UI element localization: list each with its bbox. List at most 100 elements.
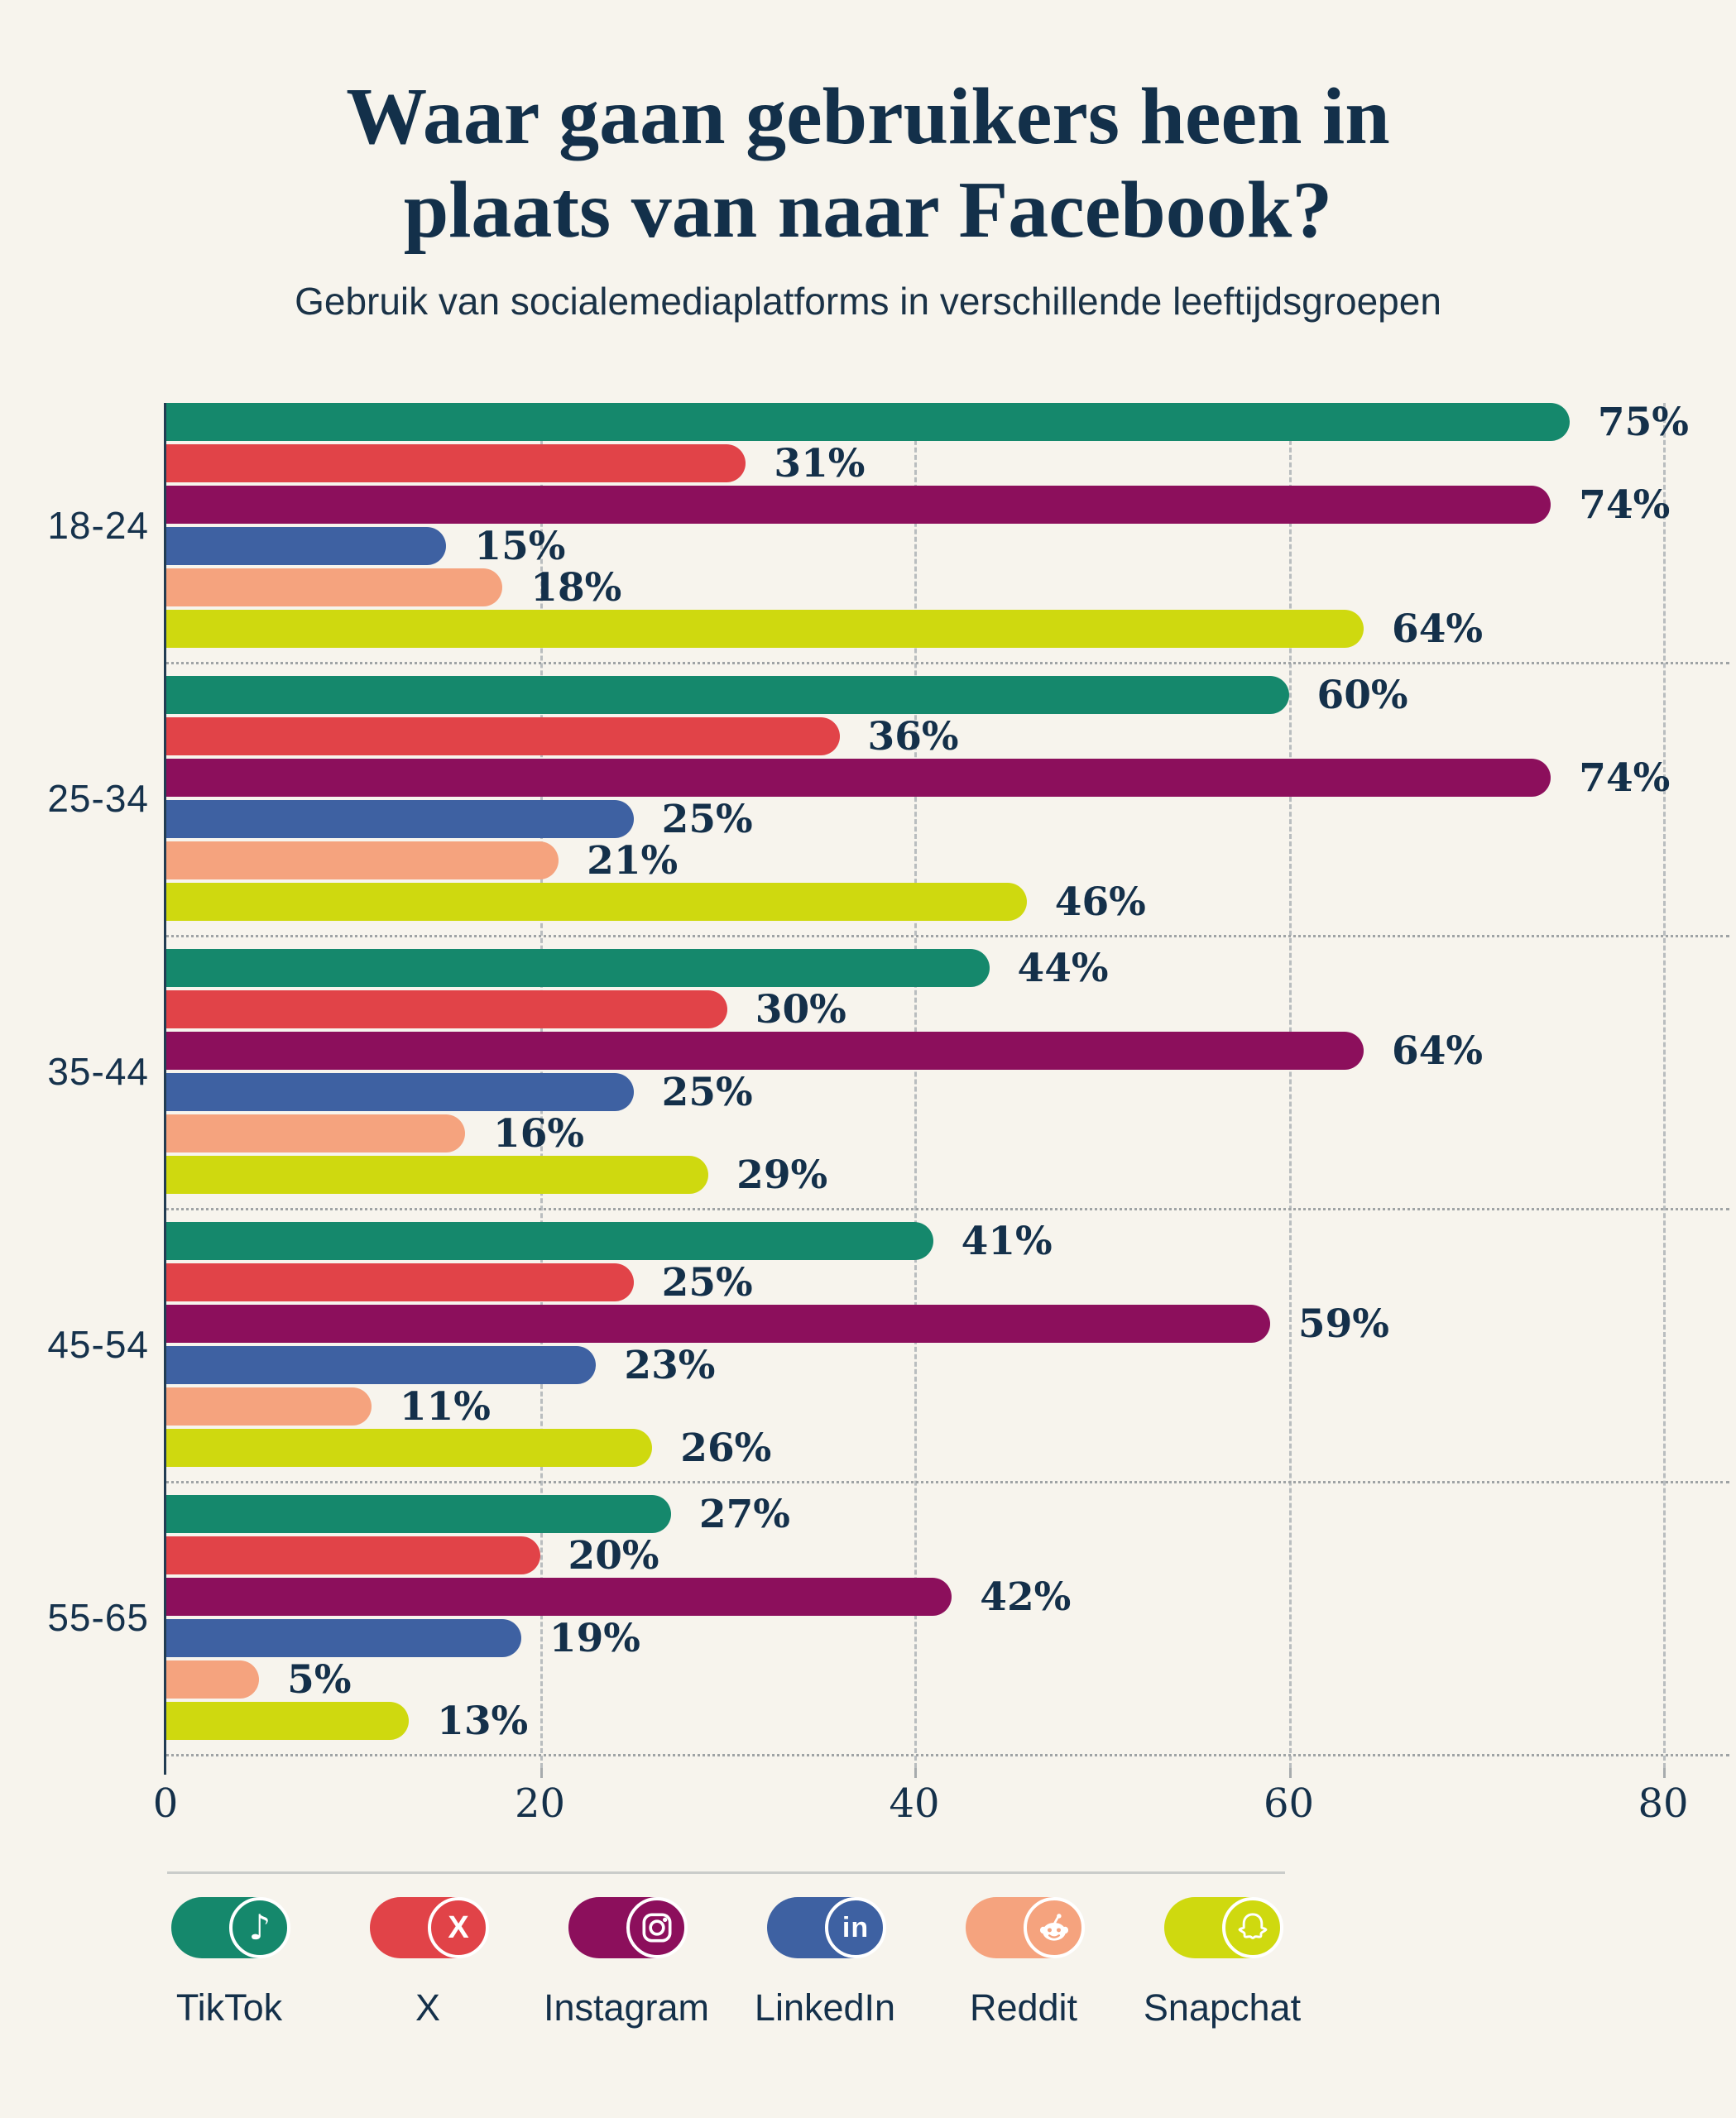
- bar-row: 18%: [165, 565, 1663, 611]
- x-axis-tick-label: 0: [152, 1780, 179, 1827]
- bar-row: 25%: [165, 1070, 1663, 1115]
- legend-item-instagram: Instagram: [527, 1897, 726, 2029]
- bar-value-label: 60%: [1316, 672, 1408, 718]
- age-group: 55-65 27% 20% 42% 19% 5% 13%: [47, 1492, 1729, 1768]
- bar-value-label: 59%: [1297, 1301, 1389, 1347]
- x-axis-tick-label: 60: [1263, 1780, 1315, 1827]
- bar-x: [165, 990, 727, 1028]
- bar-value-label: 20%: [568, 1532, 659, 1579]
- group-separator: [165, 1754, 1729, 1756]
- bar-instagram: [165, 486, 1551, 524]
- x-axis-tick: [914, 1768, 917, 1778]
- x-axis-tick-label: 40: [889, 1780, 940, 1827]
- bar-row: 13%: [165, 1699, 1663, 1744]
- bar-row: 74%: [165, 755, 1670, 801]
- bar-value-label: 64%: [1392, 606, 1484, 652]
- bar-row: 25%: [165, 797, 1663, 842]
- bar-linkedin: [165, 527, 447, 565]
- bar-row: 74%: [165, 482, 1670, 528]
- age-group-label: 25-34: [47, 777, 149, 820]
- group-separator: [165, 1208, 1729, 1210]
- bar-row: 11%: [165, 1384, 1663, 1430]
- bar-value-label: 75%: [1597, 399, 1689, 445]
- bar-value-label: 25%: [661, 1259, 753, 1306]
- page-title-line1: Waar gaan gebruikers heen in: [346, 72, 1390, 161]
- bar-groups: 18-24 75% 31% 74% 15% 18% 64% 25-34 60% 36% 74% 25%…: [47, 400, 1729, 1768]
- bar-value-label: 21%: [587, 837, 679, 884]
- bar-value-label: 36%: [867, 713, 959, 760]
- icon-knob: in: [825, 1897, 886, 1958]
- gridline: [1288, 403, 1292, 1768]
- bar-row: 36%: [165, 714, 1663, 760]
- age-group: 35-44 44% 30% 64% 25% 16% 29%: [47, 946, 1729, 1222]
- linkedin-icon: in: [767, 1897, 886, 1958]
- bar-x: [165, 717, 840, 755]
- legend-item-label: TikTok: [175, 1986, 283, 2029]
- icon-knob: X: [428, 1897, 489, 1958]
- bar-reddit: [165, 841, 559, 879]
- bar-row: 27%: [165, 1492, 1663, 1537]
- icon-knob: ♪: [229, 1897, 290, 1958]
- bar-value-label: 42%: [980, 1574, 1072, 1620]
- reddit-alien-glyph: [1039, 1914, 1069, 1941]
- bar-reddit: [165, 1114, 465, 1152]
- age-group-label: 18-24: [47, 504, 149, 547]
- instagram-icon: [568, 1897, 688, 1958]
- x-axis-tick: [1288, 1768, 1292, 1778]
- bar-tiktok: [165, 1495, 671, 1533]
- bar-snapchat: [165, 1156, 709, 1194]
- bar-row: 44%: [165, 946, 1663, 991]
- group-separator: [165, 1481, 1729, 1483]
- bar-row: 21%: [165, 838, 1663, 884]
- gridline: [914, 403, 917, 1768]
- bar-tiktok: [165, 1222, 933, 1260]
- x-axis-tick-label: 80: [1638, 1780, 1689, 1827]
- bar-value-label: 15%: [474, 523, 566, 569]
- bar-value-label: 74%: [1579, 482, 1671, 528]
- bar-value-label: 18%: [530, 564, 622, 611]
- bar-value-label: 44%: [1017, 945, 1109, 991]
- bar-value-label: 46%: [1054, 879, 1146, 925]
- bar-x: [165, 1263, 634, 1301]
- legend: ♪ TikTok X X Instagram in LinkedIn Reddit Sna…: [130, 1897, 1321, 2029]
- group-separator: [165, 935, 1729, 937]
- bar-value-label: 11%: [399, 1383, 491, 1430]
- x-axis-tick: [1663, 1768, 1666, 1778]
- gridline: [1663, 403, 1666, 1768]
- bar-x: [165, 1536, 540, 1574]
- bar-row: 15%: [165, 524, 1663, 569]
- bar-row: 41%: [165, 1219, 1663, 1264]
- bar-row: 20%: [165, 1533, 1663, 1579]
- bar-row: 64%: [165, 1028, 1663, 1074]
- bar-instagram: [165, 759, 1551, 797]
- legend-item-linkedin: in LinkedIn: [726, 1897, 924, 2029]
- bar-linkedin: [165, 1619, 521, 1657]
- bar-value-label: 30%: [755, 986, 846, 1033]
- bar-value-label: 31%: [774, 440, 866, 486]
- legend-item-label: X: [415, 1986, 440, 2029]
- bar-row: 59%: [165, 1301, 1663, 1347]
- bar-snapchat: [165, 610, 1364, 648]
- bar-row: 29%: [165, 1152, 1663, 1198]
- bar-tiktok: [165, 676, 1289, 714]
- icon-knob: [1024, 1897, 1085, 1958]
- bar-row: 31%: [165, 441, 1663, 486]
- bar-row: 25%: [165, 1260, 1663, 1306]
- bar-value-label: 26%: [680, 1425, 772, 1471]
- legend-item-snapchat: Snapchat: [1123, 1897, 1321, 2029]
- bar-value-label: 19%: [549, 1615, 640, 1661]
- bar-instagram: [165, 1305, 1270, 1343]
- bar-value-label: 29%: [736, 1152, 828, 1198]
- bar-row: 26%: [165, 1426, 1663, 1471]
- bar-value-label: 25%: [661, 1069, 753, 1115]
- age-group: 25-34 60% 36% 74% 25% 21% 46%: [47, 672, 1729, 949]
- bar-linkedin: [165, 800, 634, 838]
- bar-row: 5%: [165, 1657, 1663, 1703]
- bar-value-label: 74%: [1579, 755, 1671, 801]
- bar-value-label: 41%: [961, 1218, 1053, 1264]
- bar-value-label: 27%: [698, 1491, 790, 1537]
- x-axis-tick-label: 20: [514, 1780, 566, 1827]
- bar-row: 30%: [165, 987, 1663, 1033]
